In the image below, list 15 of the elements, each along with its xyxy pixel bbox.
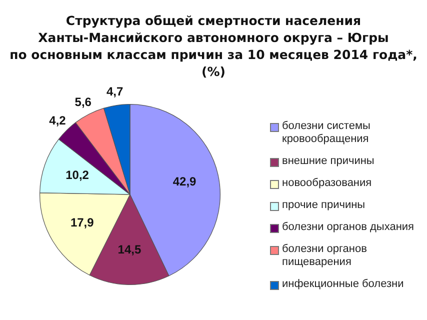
legend-label: болезни органов пищеварения xyxy=(282,243,368,269)
data-label: 5,6 xyxy=(74,94,92,109)
legend-label: прочие причины xyxy=(282,199,366,212)
data-label: 10,2 xyxy=(66,168,90,182)
data-label: 17,9 xyxy=(70,216,94,230)
legend-label: внешние причины xyxy=(282,155,374,168)
data-label: 4,2 xyxy=(49,113,66,128)
data-label: 4,7 xyxy=(106,84,124,99)
chart-title: Структура общей смертности населения Ханты-Мансийского автономного округа – Югры по основным классам причин за 10 месяцев 2014 года*, (%) xyxy=(8,12,418,80)
legend-label: болезни органов дыхания xyxy=(282,221,414,234)
legend-label: болезни системы кровообращения xyxy=(282,120,372,146)
legend-label: инфекционные болезни xyxy=(282,278,404,291)
data-label: 14,5 xyxy=(118,242,142,257)
legend-label: новообразования xyxy=(282,177,372,190)
data-label: 42,9 xyxy=(172,174,197,188)
